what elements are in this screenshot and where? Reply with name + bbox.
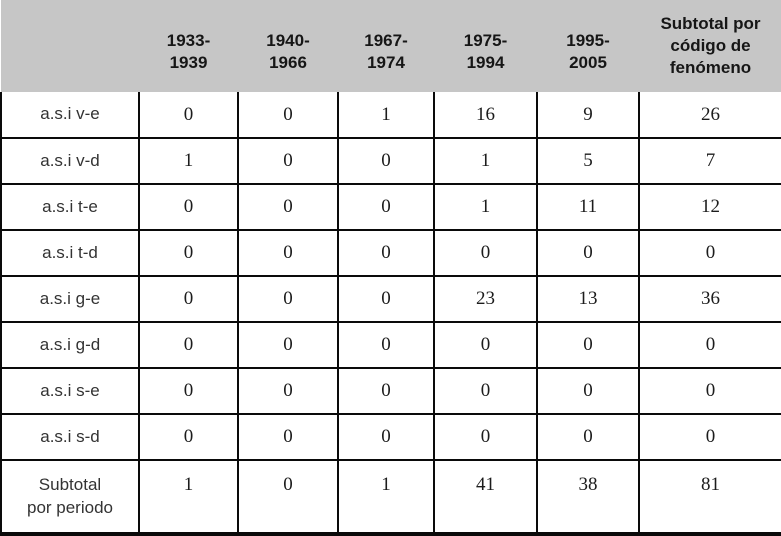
value-cell: 0 [337, 183, 435, 231]
value-cell: 0 [138, 229, 239, 277]
footer-row-subtotal-by-period: Subtotal por periodo 1 0 1 41 38 81 [0, 459, 781, 536]
value-cell: 0 [237, 367, 339, 415]
value-cell: 16 [433, 92, 538, 139]
grand-total-cell: 81 [638, 459, 781, 536]
row-subtotal-cell: 7 [638, 137, 781, 185]
value-cell: 5 [536, 137, 640, 185]
footer-value-cell: 1 [337, 459, 435, 536]
table-row-asi-t-d: a.s.i t-d 0 0 0 0 0 0 [0, 229, 781, 277]
value-cell: 0 [433, 229, 538, 277]
row-label: a.s.i g-e [0, 275, 140, 323]
value-cell: 0 [337, 275, 435, 323]
value-cell: 0 [536, 413, 640, 461]
value-cell: 0 [138, 183, 239, 231]
footer-value-cell: 41 [433, 459, 538, 536]
value-cell: 0 [433, 367, 538, 415]
table-row-asi-v-e: a.s.i v-e 0 0 1 16 9 26 [0, 92, 781, 139]
footer-value-cell: 1 [138, 459, 239, 536]
header-period-1933-1939: 1933- 1939 [139, 0, 238, 92]
row-subtotal-cell: 0 [638, 229, 781, 277]
header-period-1940-1966: 1940- 1966 [238, 0, 338, 92]
table-row-asi-g-e: a.s.i g-e 0 0 0 23 13 36 [0, 275, 781, 323]
header-row: 1933- 1939 1940- 1966 1967- 1974 1975- 1… [1, 0, 781, 92]
header-subtotal-by-code: Subtotal por código de fenómeno [639, 0, 781, 92]
header-period-1995-2005: 1995- 2005 [537, 0, 639, 92]
row-subtotal-cell: 12 [638, 183, 781, 231]
value-cell: 0 [433, 321, 538, 369]
value-cell: 0 [536, 367, 640, 415]
row-label: a.s.i t-e [0, 183, 140, 231]
value-cell: 13 [536, 275, 640, 323]
header-empty-cell [1, 0, 139, 92]
row-subtotal-cell: 26 [638, 92, 781, 139]
value-cell: 0 [237, 321, 339, 369]
value-cell: 0 [138, 92, 239, 139]
value-cell: 11 [536, 183, 640, 231]
value-cell: 0 [337, 413, 435, 461]
value-cell: 0 [536, 321, 640, 369]
value-cell: 0 [138, 413, 239, 461]
value-cell: 23 [433, 275, 538, 323]
row-subtotal-cell: 0 [638, 321, 781, 369]
table-row-asi-s-e: a.s.i s-e 0 0 0 0 0 0 [0, 367, 781, 415]
value-cell: 1 [337, 92, 435, 139]
row-label: a.s.i v-d [0, 137, 140, 185]
value-cell: 1 [138, 137, 239, 185]
value-cell: 0 [138, 321, 239, 369]
value-cell: 0 [237, 137, 339, 185]
value-cell: 0 [337, 229, 435, 277]
row-label: a.s.i s-e [0, 367, 140, 415]
table-row-asi-t-e: a.s.i t-e 0 0 0 1 11 12 [0, 183, 781, 231]
row-label: a.s.i g-d [0, 321, 140, 369]
row-subtotal-cell: 36 [638, 275, 781, 323]
value-cell: 0 [138, 275, 239, 323]
row-subtotal-cell: 0 [638, 413, 781, 461]
table-row-asi-g-d: a.s.i g-d 0 0 0 0 0 0 [0, 321, 781, 369]
value-cell: 0 [138, 367, 239, 415]
value-cell: 0 [433, 413, 538, 461]
footer-value-cell: 38 [536, 459, 640, 536]
value-cell: 0 [337, 137, 435, 185]
value-cell: 0 [237, 92, 339, 139]
value-cell: 0 [536, 229, 640, 277]
value-cell: 0 [337, 321, 435, 369]
row-subtotal-cell: 0 [638, 367, 781, 415]
footer-label: Subtotal por periodo [0, 459, 140, 536]
header-period-1975-1994: 1975- 1994 [434, 0, 537, 92]
value-cell: 1 [433, 137, 538, 185]
value-cell: 0 [337, 367, 435, 415]
row-label: a.s.i t-d [0, 229, 140, 277]
footer-value-cell: 0 [237, 459, 339, 536]
row-label: a.s.i s-d [0, 413, 140, 461]
value-cell: 0 [237, 275, 339, 323]
table-row-asi-v-d: a.s.i v-d 1 0 0 1 5 7 [0, 137, 781, 185]
table-row-asi-s-d: a.s.i s-d 0 0 0 0 0 0 [0, 413, 781, 461]
value-cell: 0 [237, 183, 339, 231]
value-cell: 0 [237, 229, 339, 277]
header-period-1967-1974: 1967- 1974 [338, 0, 434, 92]
value-cell: 9 [536, 92, 640, 139]
row-label: a.s.i v-e [0, 92, 140, 139]
value-cell: 1 [433, 183, 538, 231]
value-cell: 0 [237, 413, 339, 461]
